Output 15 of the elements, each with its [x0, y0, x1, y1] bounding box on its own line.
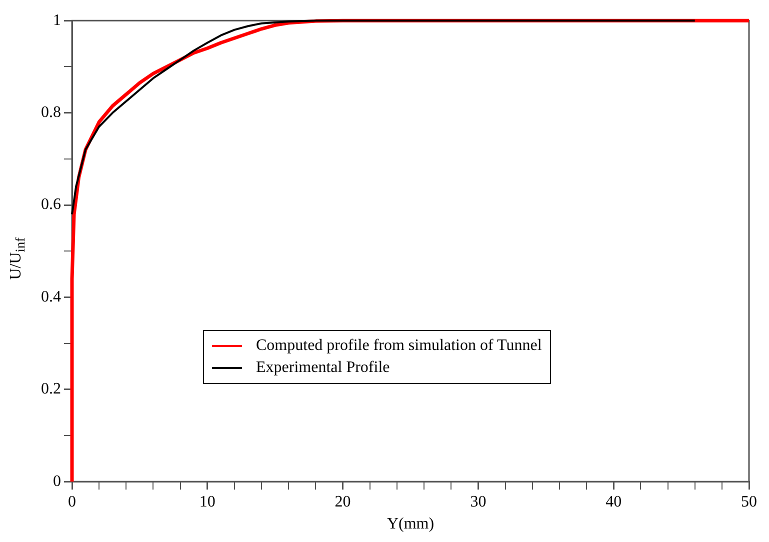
- y-tick-label: 0.4: [41, 288, 61, 306]
- x-tick-label: 40: [606, 493, 622, 510]
- y-tick-label: 1: [53, 12, 61, 29]
- y-tick-label: 0: [53, 472, 61, 490]
- legend-label: Computed profile from simulation of Tunnel: [256, 336, 542, 356]
- x-tick-label: 10: [199, 493, 216, 510]
- x-tick-label: 0: [68, 493, 76, 510]
- x-tick-label: 50: [741, 493, 757, 510]
- x-tick-label: 30: [470, 493, 486, 510]
- x-axis-title: Y(mm): [386, 516, 434, 533]
- y-tick-label: 0.2: [41, 380, 61, 398]
- y-tick-label: 0.8: [41, 104, 61, 122]
- y-tick-label: 0.6: [41, 196, 61, 214]
- legend-label: Experimental Profile: [256, 358, 390, 378]
- x-tick-label: 20: [334, 493, 351, 510]
